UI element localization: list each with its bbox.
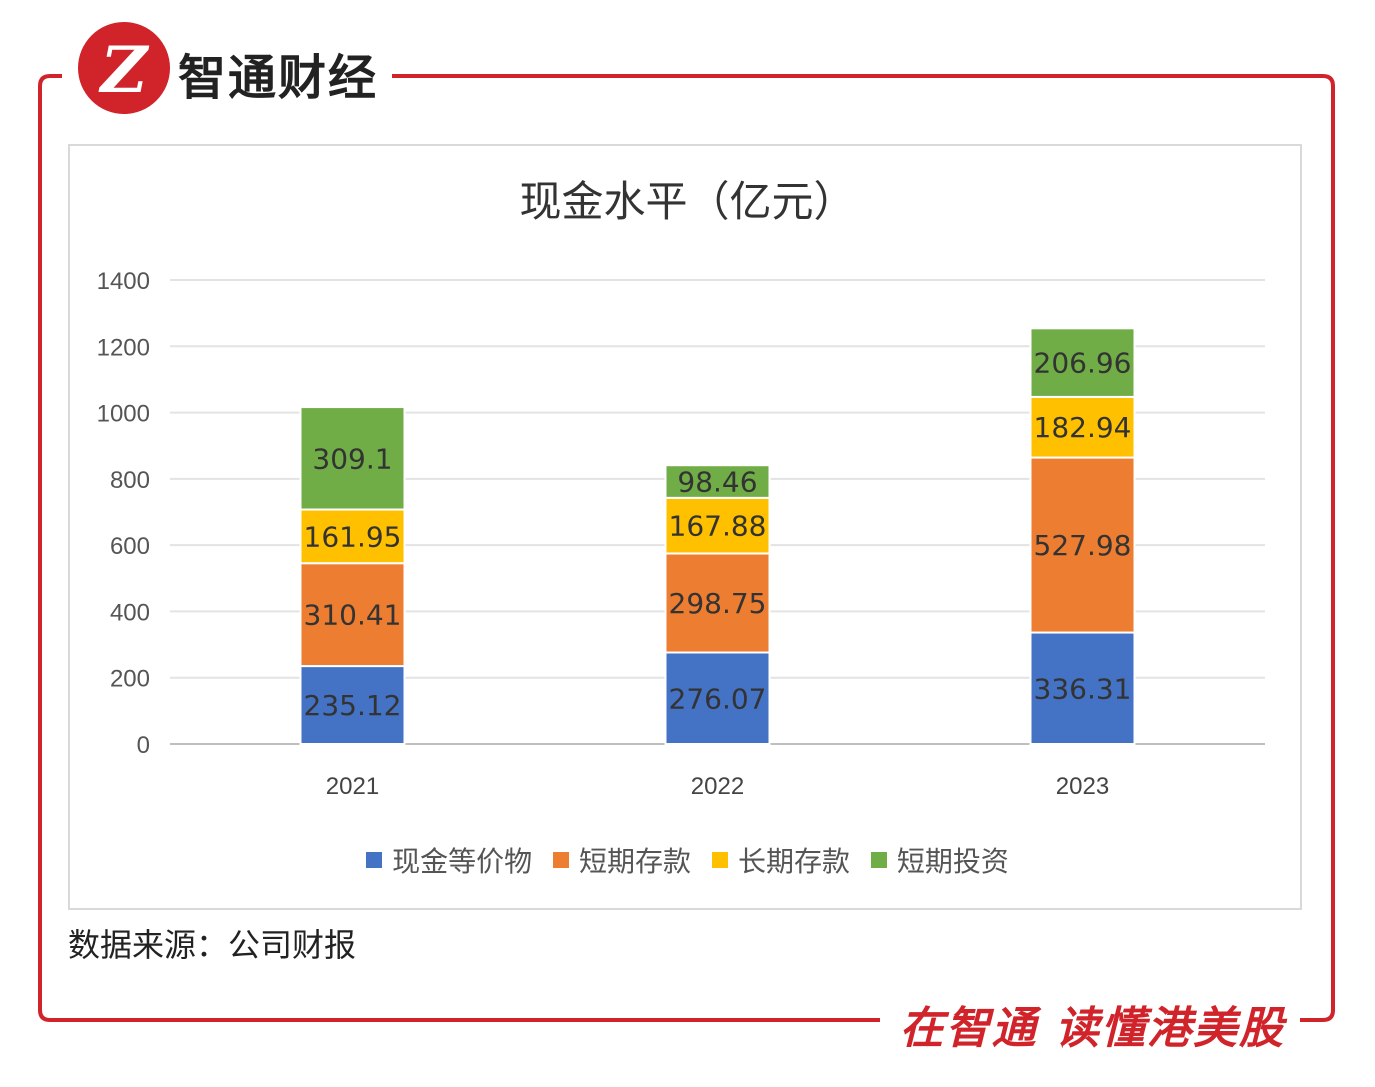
brand-name: 智通财经 <box>176 38 393 108</box>
legend-swatch <box>870 852 887 868</box>
legend-item: 长期存款 <box>711 840 850 880</box>
y-tick-label: 1200 <box>97 334 150 361</box>
chart-title: 现金水平（亿元） <box>519 177 856 226</box>
data-label: 182.94 <box>1034 411 1132 444</box>
legend-item: 短期存款 <box>553 840 691 880</box>
y-tick-label: 800 <box>110 467 150 494</box>
data-label: 161.95 <box>304 520 402 553</box>
y-tick-label: 400 <box>110 599 150 626</box>
data-label: 336.31 <box>1034 672 1132 705</box>
y-tick-label: 200 <box>110 666 150 693</box>
y-tick-label: 0 <box>137 732 150 759</box>
data-label: 235.12 <box>304 689 402 722</box>
data-label: 276.07 <box>669 682 767 715</box>
data-label: 298.75 <box>669 587 767 620</box>
data-label: 98.46 <box>677 466 757 499</box>
data-label: 309.1 <box>312 442 392 475</box>
bar-segment <box>299 665 406 746</box>
y-tick-label: 1400 <box>97 268 150 295</box>
bar-segment <box>299 508 406 565</box>
bar-segment <box>1029 395 1136 459</box>
y-tick-label: 600 <box>110 533 150 560</box>
data-label: 527.98 <box>1034 529 1132 562</box>
bar-segment <box>664 651 771 745</box>
x-tick-label: 2023 <box>1056 773 1109 800</box>
bar-segment <box>1029 631 1136 745</box>
bar-segment <box>664 496 771 555</box>
x-tick-label: 2021 <box>326 773 379 800</box>
y-tick-label: 1000 <box>97 401 150 428</box>
bar-segment <box>299 406 406 511</box>
legend-label: 长期存款 <box>737 845 850 878</box>
data-label: 167.88 <box>669 510 767 543</box>
brand-slogan: 在智通 读懂港美股 <box>889 992 1295 1056</box>
bar-segment <box>664 464 771 499</box>
bar-segment <box>299 562 406 668</box>
bar-segment <box>1029 327 1136 398</box>
legend-swatch <box>553 852 570 868</box>
legend-label: 短期存款 <box>579 845 692 878</box>
chart-legend: 现金等价物 短期存款 长期存款 短期投资 <box>0 840 1375 880</box>
legend-swatch <box>711 852 728 868</box>
zhitong-logo-icon: Z <box>78 22 170 114</box>
data-label: 310.41 <box>304 599 402 632</box>
x-tick-label: 2022 <box>691 773 744 800</box>
legend-label: 短期投资 <box>896 845 1009 878</box>
bar-segment <box>664 552 771 654</box>
data-label: 206.96 <box>1034 347 1132 380</box>
data-source-note: 数据来源：公司财报 <box>68 926 357 964</box>
legend-item: 现金等价物 <box>366 840 532 880</box>
legend-label: 现金等价物 <box>392 845 533 878</box>
svg-text:Z: Z <box>98 33 150 108</box>
legend-swatch <box>366 852 383 868</box>
legend-item: 短期投资 <box>870 840 1009 880</box>
